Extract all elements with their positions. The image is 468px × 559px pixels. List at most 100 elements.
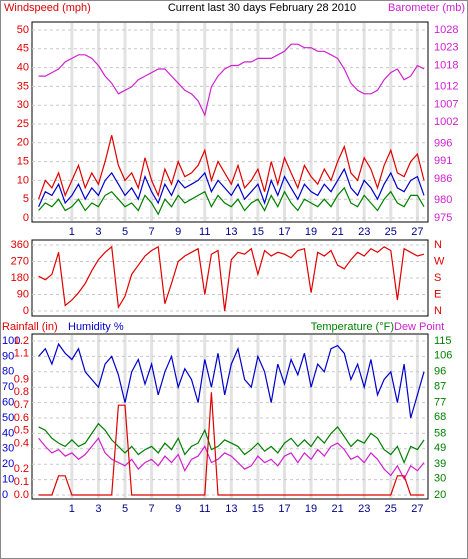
y-tick-label: 0 bbox=[2, 489, 8, 501]
y-tick-label: 35 bbox=[17, 80, 29, 92]
y-tick-label: 60 bbox=[2, 397, 14, 409]
y2-tick-label: 39 bbox=[434, 458, 446, 470]
y2-tick-label: 1018 bbox=[434, 59, 458, 71]
y-tick-label: 25 bbox=[17, 118, 29, 130]
x-tick-label: 7 bbox=[149, 226, 155, 238]
x-tick-label: 13 bbox=[225, 503, 237, 515]
y3-tick-label: 0.8 bbox=[14, 386, 29, 398]
series-line bbox=[38, 437, 425, 481]
y3-tick-label: 0.2 bbox=[14, 463, 29, 475]
y2-tick-label: 58 bbox=[434, 427, 446, 439]
y2-tick-label: 1012 bbox=[434, 81, 458, 93]
rain-label: Rainfall (in) bbox=[2, 321, 58, 333]
x-tick-label: 1 bbox=[69, 226, 75, 238]
y2-tick-label: 68 bbox=[434, 411, 446, 423]
y-tick-label: 70 bbox=[2, 381, 14, 393]
x-tick-label: 19 bbox=[305, 226, 317, 238]
x-tick-label: 9 bbox=[175, 226, 181, 238]
series-line bbox=[38, 186, 425, 216]
series-line bbox=[38, 135, 425, 200]
y2-tick-label: W bbox=[434, 255, 445, 267]
temperature-label: Temperature (°F) bbox=[311, 321, 394, 333]
y-tick-label: 90 bbox=[2, 350, 14, 362]
x-tick-label: 21 bbox=[332, 226, 344, 238]
series-line bbox=[38, 167, 425, 207]
y-tick-label: 40 bbox=[17, 62, 29, 74]
x-tick-label: 19 bbox=[305, 503, 317, 515]
y-tick-label: 50 bbox=[17, 24, 29, 36]
wind-label: Windspeed (mph) bbox=[4, 2, 91, 14]
x-tick-label: 11 bbox=[199, 503, 210, 515]
y-tick-label: 100 bbox=[2, 335, 20, 347]
x-tick-label: 15 bbox=[252, 226, 264, 238]
y2-tick-label: 1002 bbox=[434, 116, 458, 128]
x-tick-label: 11 bbox=[199, 226, 210, 238]
y-tick-label: 30 bbox=[17, 99, 29, 111]
y-tick-label: 90 bbox=[17, 288, 29, 300]
y2-tick-label: 1028 bbox=[434, 24, 458, 36]
y2-tick-label: 106 bbox=[434, 349, 452, 361]
y2-tick-label: 20 bbox=[434, 489, 446, 501]
barometer-label: Barometer (mb) bbox=[388, 2, 465, 14]
x-tick-label: 9 bbox=[175, 503, 181, 515]
y2-tick-label: 49 bbox=[434, 442, 446, 454]
y-tick-label: 20 bbox=[2, 458, 14, 470]
y2-tick-label: 96 bbox=[434, 366, 446, 378]
y3-tick-label: 0.4 bbox=[14, 438, 29, 450]
y2-tick-label: N bbox=[434, 239, 442, 251]
x-tick-label: 21 bbox=[332, 503, 344, 515]
x-tick-label: 15 bbox=[252, 503, 264, 515]
y-tick-label: 360 bbox=[11, 239, 29, 251]
y2-tick-label: 1023 bbox=[434, 42, 458, 54]
y3-tick-label: 0.7 bbox=[14, 399, 29, 411]
y3-tick-label: 0.5 bbox=[14, 425, 29, 437]
humidity-label: Humidity % bbox=[68, 321, 124, 333]
y3-tick-label: 1.2 bbox=[14, 335, 29, 347]
x-tick-label: 17 bbox=[278, 503, 290, 515]
x-tick-label: 5 bbox=[122, 503, 128, 515]
chart-title: Current last 30 days February 28 2010 bbox=[168, 2, 356, 14]
x-tick-label: 3 bbox=[95, 226, 101, 238]
x-tick-label: 27 bbox=[411, 226, 423, 238]
y3-tick-label: 0.0 bbox=[14, 489, 29, 501]
y2-tick-label: 975 bbox=[434, 212, 452, 224]
y2-tick-label: N bbox=[434, 305, 442, 317]
y2-tick-label: 980 bbox=[434, 194, 452, 206]
y2-tick-label: 115 bbox=[434, 335, 452, 347]
y-tick-label: 80 bbox=[2, 366, 14, 378]
x-tick-label: 25 bbox=[385, 503, 397, 515]
y2-tick-label: 77 bbox=[434, 397, 446, 409]
y-tick-label: 0 bbox=[23, 305, 29, 317]
y-tick-label: 0 bbox=[23, 212, 29, 224]
series-line bbox=[38, 43, 425, 117]
y-tick-label: 10 bbox=[2, 474, 14, 486]
x-tick-label: 23 bbox=[358, 503, 370, 515]
y2-tick-label: 996 bbox=[434, 137, 452, 149]
x-tick-label: 3 bbox=[95, 503, 101, 515]
y2-tick-label: 986 bbox=[434, 173, 452, 185]
y2-tick-label: S bbox=[434, 272, 441, 284]
y2-tick-label: 87 bbox=[434, 380, 446, 392]
series-line bbox=[38, 422, 425, 465]
x-tick-label: 13 bbox=[225, 226, 237, 238]
y2-tick-label: E bbox=[434, 288, 441, 300]
y-tick-label: 40 bbox=[2, 427, 14, 439]
y3-tick-label: 1.1 bbox=[14, 348, 29, 360]
y-tick-label: 20 bbox=[17, 137, 29, 149]
y3-tick-label: 0.9 bbox=[14, 373, 29, 385]
dewpoint-label: Dew Point bbox=[394, 321, 444, 333]
y2-tick-label: 30 bbox=[434, 473, 446, 485]
x-tick-label: 25 bbox=[385, 226, 397, 238]
x-tick-label: 27 bbox=[411, 503, 423, 515]
x-tick-label: 17 bbox=[278, 226, 290, 238]
y2-tick-label: 1007 bbox=[434, 98, 458, 110]
y-tick-label: 180 bbox=[11, 272, 29, 284]
y-tick-label: 30 bbox=[2, 443, 14, 455]
y-tick-label: 50 bbox=[2, 412, 14, 424]
x-tick-label: 7 bbox=[149, 503, 155, 515]
x-tick-label: 5 bbox=[122, 226, 128, 238]
y-tick-label: 270 bbox=[11, 255, 29, 267]
y3-tick-label: 0.1 bbox=[14, 476, 29, 488]
series-line bbox=[38, 342, 425, 419]
